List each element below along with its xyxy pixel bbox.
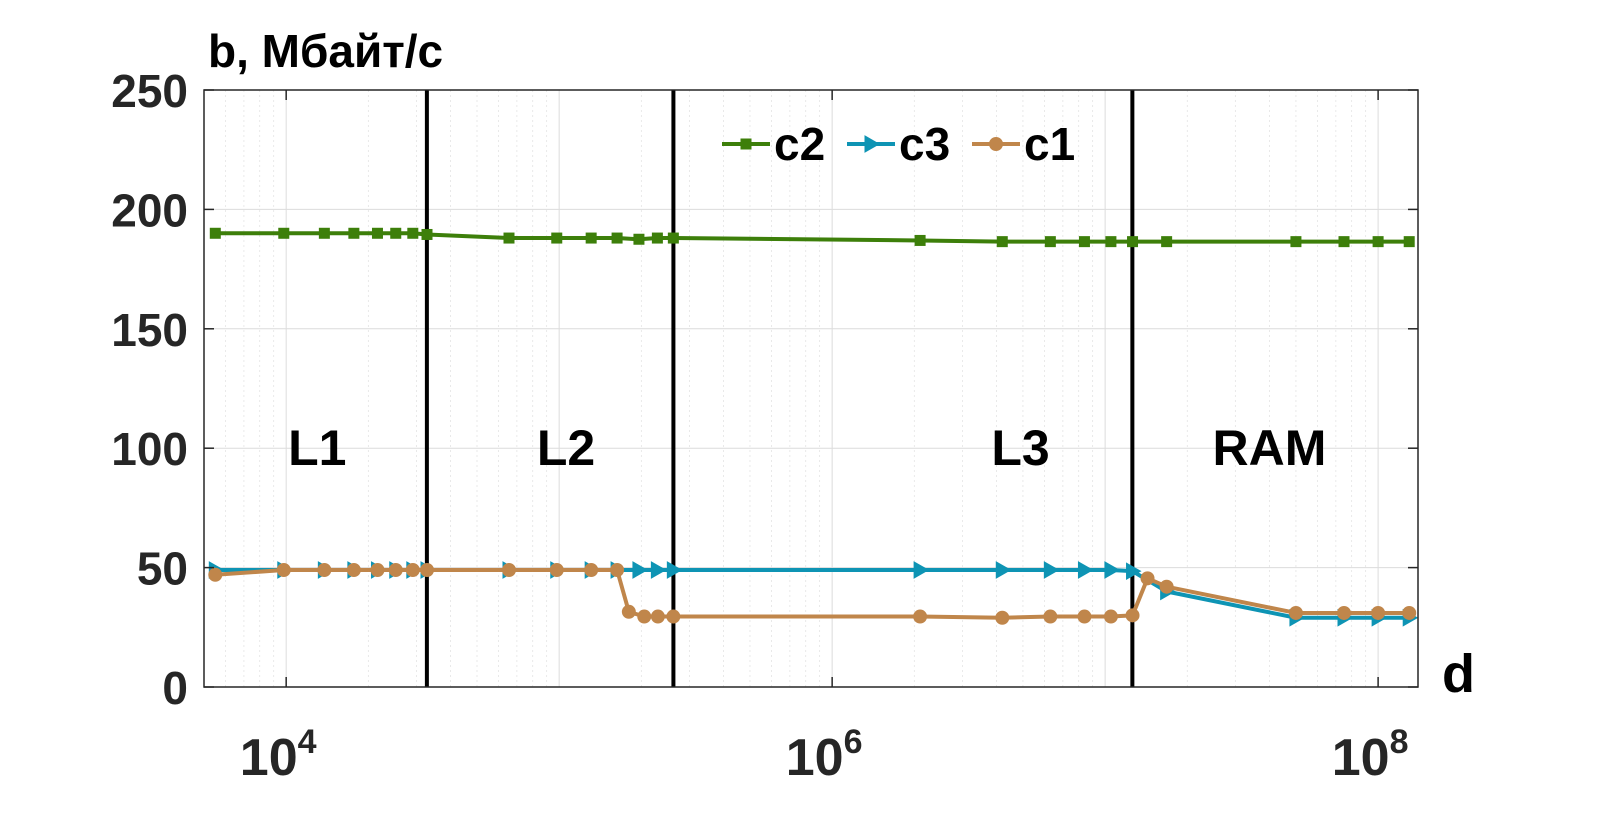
triangle-marker [995, 561, 1012, 579]
grid [204, 90, 1418, 687]
circle-marker [913, 609, 928, 624]
series-c2 [209, 227, 1415, 248]
square-marker [503, 232, 515, 244]
y-tick-label: 250 [111, 65, 188, 117]
triangle-marker [1043, 561, 1060, 579]
square-marker [667, 232, 679, 244]
triangle-marker [632, 561, 648, 579]
legend-item-c2: c2 [722, 118, 825, 170]
series-line [215, 567, 1410, 620]
y-tick-label: 200 [111, 184, 188, 236]
circle-marker [1125, 608, 1140, 623]
circle-marker [1077, 609, 1092, 624]
circle-marker [1043, 609, 1058, 624]
circle-marker [370, 562, 385, 577]
cache-boundaries [424, 90, 1135, 687]
square-marker [209, 227, 221, 239]
triangle-marker [864, 135, 881, 153]
square-marker [1290, 236, 1302, 248]
circle-marker [610, 562, 625, 577]
square-marker [1127, 236, 1139, 248]
square-marker [1403, 236, 1415, 248]
circle-marker [208, 567, 223, 582]
ticks: 0 50 100 150 200 250 104 106 108 [111, 65, 1418, 787]
square-marker [278, 227, 290, 239]
circle-marker [1337, 605, 1352, 620]
circle-marker [317, 562, 332, 577]
square-marker [740, 138, 752, 150]
legend: c2 c3 c1 [722, 118, 1075, 170]
square-marker [611, 232, 623, 244]
region-label: RAM [1213, 420, 1327, 476]
region-label: L3 [991, 420, 1049, 476]
triangle-marker [666, 561, 683, 579]
square-marker [914, 234, 926, 246]
y-tick-label: 50 [137, 543, 188, 595]
legend-label: c3 [899, 118, 950, 170]
circle-marker [405, 562, 420, 577]
plot-series [208, 227, 1419, 627]
circle-marker [346, 562, 361, 577]
square-marker [585, 232, 597, 244]
square-marker [1078, 236, 1090, 248]
series-line [215, 567, 1410, 620]
circle-marker [989, 137, 1003, 151]
square-marker [1372, 236, 1384, 248]
square-marker [1105, 236, 1117, 248]
square-marker [390, 227, 402, 239]
triangle-marker [1077, 561, 1094, 579]
triangle-marker [650, 561, 667, 579]
x-tick-label: 104 [240, 723, 317, 787]
circle-marker [1103, 609, 1118, 624]
square-marker [551, 232, 563, 244]
y-axis-label: b, Мбайт/с [208, 25, 443, 77]
circle-marker [995, 610, 1010, 625]
x-tick-label: 106 [786, 723, 863, 787]
region-label: L2 [537, 420, 595, 476]
circle-marker [637, 609, 652, 624]
circle-marker [1402, 605, 1417, 620]
square-marker [633, 233, 645, 245]
square-marker [1044, 236, 1056, 248]
square-marker [318, 227, 330, 239]
circle-marker [1371, 605, 1386, 620]
circle-marker [666, 609, 681, 624]
square-marker [348, 227, 360, 239]
legend-item-c3: c3 [847, 118, 950, 170]
circle-marker [650, 609, 665, 624]
square-marker [996, 236, 1008, 248]
y-tick-label: 0 [162, 662, 188, 714]
y-tick-label: 150 [111, 304, 188, 356]
triangle-marker [1104, 561, 1120, 579]
circle-marker [276, 562, 291, 577]
circle-marker [549, 562, 564, 577]
triangle-marker [1126, 562, 1142, 581]
square-marker [1338, 236, 1350, 248]
circle-marker [1140, 571, 1155, 586]
legend-label: c1 [1024, 118, 1075, 170]
circle-marker [1288, 605, 1303, 620]
square-marker [421, 228, 433, 240]
square-marker [1161, 236, 1173, 248]
triangle-marker [913, 561, 930, 579]
legend-label: c2 [774, 118, 825, 170]
circle-marker [584, 562, 599, 577]
x-axis-label: d [1442, 644, 1475, 704]
square-marker [371, 227, 383, 239]
circle-marker [1159, 579, 1174, 594]
circle-marker [420, 562, 435, 577]
axes-box [203, 89, 1419, 688]
series-c1 [208, 562, 1417, 625]
circle-marker [388, 562, 403, 577]
y-tick-label: 100 [111, 423, 188, 475]
legend-item-c1: c1 [972, 118, 1075, 170]
x-tick-label: 108 [1332, 723, 1409, 787]
circle-marker [501, 562, 516, 577]
square-marker [651, 232, 663, 244]
circle-marker [621, 604, 636, 619]
region-label: L1 [288, 420, 346, 476]
region-labels: L1 L2 L3 RAM [288, 420, 1326, 476]
square-marker [407, 227, 419, 239]
